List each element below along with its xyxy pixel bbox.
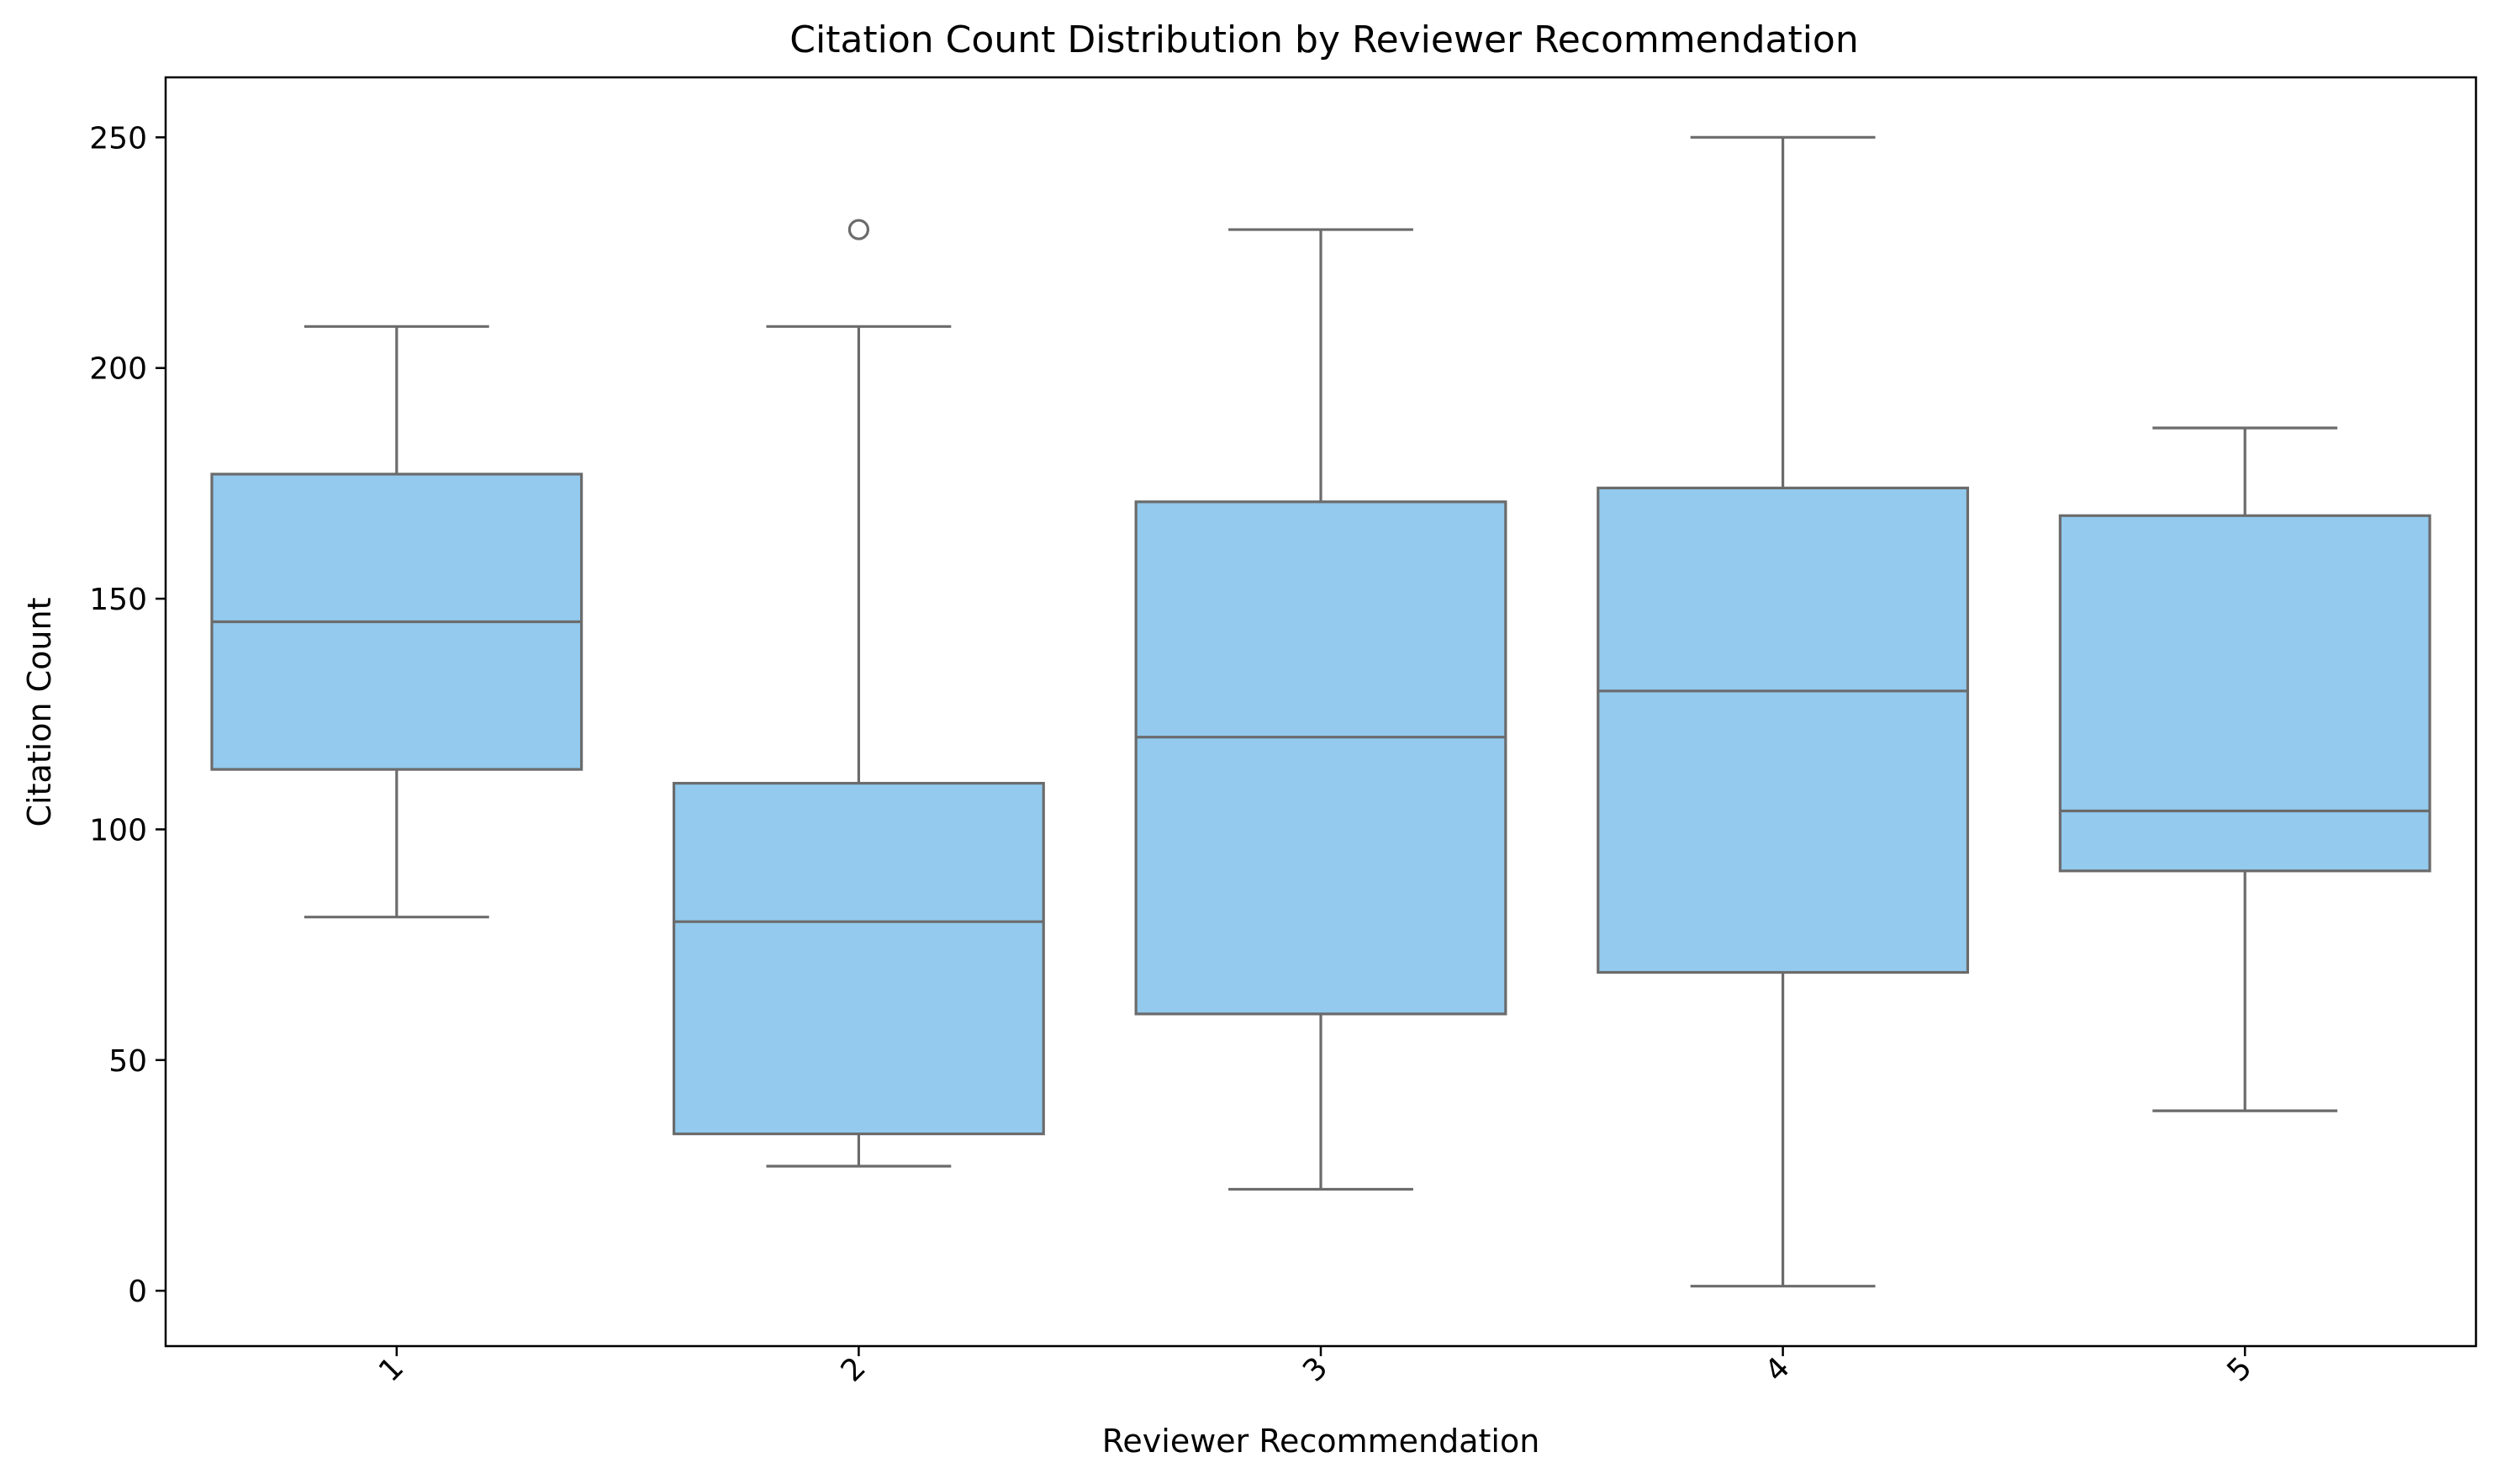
box-iqr: [2058, 514, 2431, 873]
box-group-1: [210, 325, 583, 919]
outlier-point: [847, 219, 870, 240]
box-iqr: [1597, 486, 1970, 974]
y-tick-label: 200: [89, 352, 147, 387]
plot-area: [210, 135, 2431, 1288]
y-tick-label: 50: [108, 1044, 147, 1079]
y-tick-label: 0: [128, 1275, 147, 1309]
box-group-3: [1134, 228, 1507, 1191]
box-iqr: [1134, 500, 1507, 1016]
y-tick-label: 150: [89, 583, 147, 617]
y-tick-label: 250: [89, 121, 147, 156]
box-group-5: [2058, 426, 2431, 1112]
chart-title: Citation Count Distribution by Reviewer …: [789, 18, 1859, 61]
box-group-4: [1597, 135, 1970, 1288]
y-axis: 0 50 100 150 200 250: [89, 121, 166, 1309]
box-iqr: [672, 781, 1045, 1136]
y-axis-label: Citation Count: [21, 598, 58, 827]
x-axis-label: Reviewer Recommendation: [1102, 1423, 1540, 1460]
box-group-2: [672, 219, 1045, 1168]
y-tick-label: 100: [89, 813, 147, 848]
